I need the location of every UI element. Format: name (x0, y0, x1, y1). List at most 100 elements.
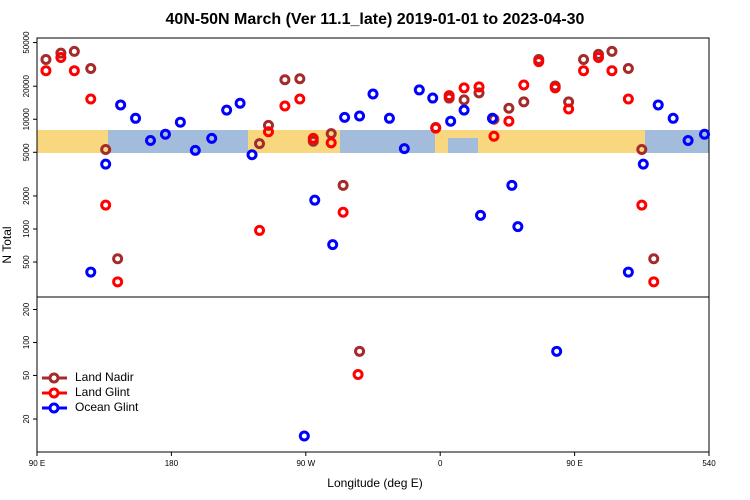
data-point (648, 253, 660, 265)
y-tick-label: 2000 (22, 187, 31, 205)
data-point (294, 93, 306, 105)
data-point (413, 84, 425, 96)
data-point (112, 276, 124, 288)
data-point (622, 266, 634, 278)
y-tick-label: 200 (22, 302, 31, 316)
y-axis-label: N Total (0, 226, 14, 263)
y-tick-label: 10000 (22, 108, 31, 131)
data-point (473, 81, 485, 93)
data-point (503, 115, 515, 127)
data-point (352, 368, 364, 380)
data-point (398, 143, 410, 155)
data-point (667, 112, 679, 124)
data-point (533, 56, 545, 68)
data-point (637, 158, 649, 170)
data-point (443, 90, 455, 102)
data-point (506, 179, 518, 191)
data-point (189, 144, 201, 156)
data-point (512, 221, 524, 233)
data-point (606, 65, 618, 77)
legend-label: Land Glint (75, 385, 130, 399)
data-point (246, 149, 258, 161)
data-point (174, 116, 186, 128)
legend-marker (48, 402, 60, 414)
data-point (262, 126, 274, 138)
data-point (254, 138, 266, 150)
data-point (518, 79, 530, 91)
x-tick-label: 0 (438, 459, 443, 468)
data-point (68, 45, 80, 57)
data-point (159, 128, 171, 140)
data-point (551, 345, 563, 357)
data-point (144, 135, 156, 147)
y-tick-label: 500 (22, 255, 31, 269)
data-point (327, 239, 339, 251)
chart-title: 40N-50N March (Ver 11.1_late) 2019-01-01… (166, 11, 585, 28)
data-point (55, 47, 67, 59)
y-tick-label: 20 (22, 414, 31, 423)
data-point (427, 92, 439, 104)
legend-label: Land Nadir (75, 370, 134, 384)
data-point (445, 115, 457, 127)
legend-marker (48, 372, 60, 384)
data-point (622, 93, 634, 105)
data-point (383, 112, 395, 124)
data-point (518, 96, 530, 108)
data-point (325, 137, 337, 149)
data-point (648, 276, 660, 288)
data-point (458, 104, 470, 116)
data-point (488, 130, 500, 142)
data-point (112, 253, 124, 265)
x-tick-label: 90 E (29, 459, 45, 468)
data-point (337, 179, 349, 191)
legend-label: Ocean Glint (75, 400, 139, 414)
data-point (339, 111, 351, 123)
y-tick-label: 5000 (22, 143, 31, 161)
data-point (606, 45, 618, 57)
map-strip (37, 130, 709, 153)
data-point (592, 52, 604, 64)
data-point (40, 54, 52, 66)
data-point (100, 144, 112, 156)
data-point (563, 103, 575, 115)
legend-marker (48, 387, 60, 399)
data-point (458, 82, 470, 94)
data-point (262, 119, 274, 131)
data-point (549, 82, 561, 94)
data-point (221, 104, 233, 116)
data-point (234, 97, 246, 109)
x-axis-label: Longitude (deg E) (327, 476, 422, 490)
data-point (622, 63, 634, 75)
data-point (279, 74, 291, 86)
data-point (578, 54, 590, 66)
data-point (652, 99, 664, 111)
data-point (85, 63, 97, 75)
data-point (100, 199, 112, 211)
data-point (294, 73, 306, 85)
data-point (354, 345, 366, 357)
data-point (458, 94, 470, 106)
x-tick-label: 90 W (296, 459, 315, 468)
data-point (55, 52, 67, 64)
data-point (699, 128, 711, 140)
top-frame (36, 37, 710, 298)
data-point (430, 122, 442, 134)
y-tick-label: 50000 (22, 31, 31, 54)
bottom-frame (36, 296, 710, 453)
data-point (636, 144, 648, 156)
data-point (309, 194, 321, 206)
data-point (354, 110, 366, 122)
data-point (68, 65, 80, 77)
data-point (503, 102, 515, 114)
x-tick-label: 180 (165, 459, 179, 468)
data-point (254, 224, 266, 236)
data-point (115, 99, 127, 111)
data-point (367, 88, 379, 100)
data-point (337, 206, 349, 218)
x-tick-label: 90 E (566, 459, 582, 468)
y-tick-label: 100 (22, 335, 31, 349)
y-tick-label: 1000 (22, 220, 31, 238)
x-tick-label: 540 (702, 459, 716, 468)
